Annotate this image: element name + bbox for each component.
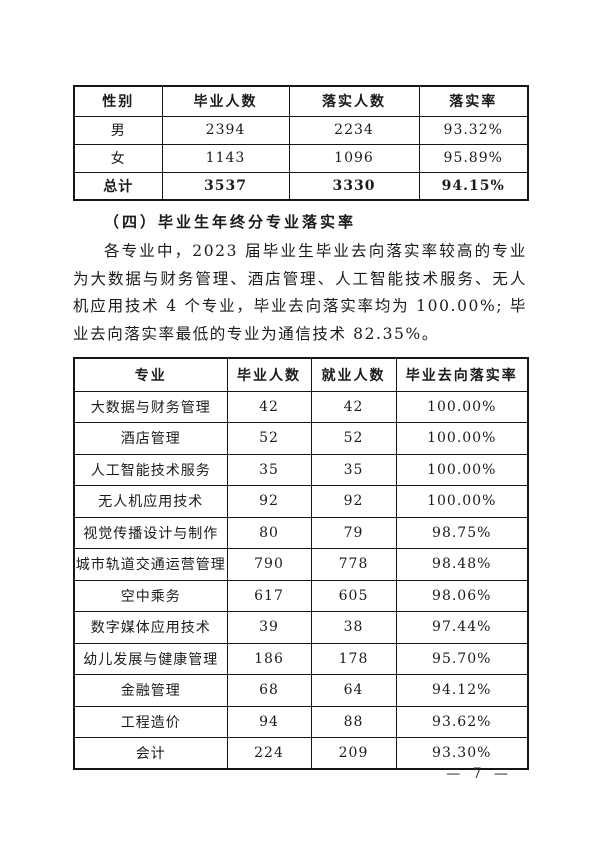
table-cell: 39 [226,611,312,644]
table-cell: 778 [310,548,397,581]
table-cell: 3330 [288,171,420,201]
column-header: 毕业去向落实率 [395,357,529,392]
table-cell: 35 [226,453,312,486]
column-header: 毕业人数 [161,85,290,117]
table-cell: 3537 [161,171,290,201]
table-row: 人工智能技术服务 35 35 100.00% [73,453,529,486]
table-cell: 64 [310,674,397,707]
table-cell: 94 [226,705,312,738]
table-cell: 视觉传播设计与制作 [73,516,228,549]
section-heading: （四）毕业生年终分专业落实率 [104,213,357,231]
table-cell: 95.89% [418,143,529,173]
table-cell: 97.44% [395,611,529,644]
table-cell: 35 [310,453,397,486]
table-cell: 80 [226,516,312,549]
table-cell: 100.00% [395,422,529,455]
body-paragraph: 各专业中，2023 届毕业生毕业去向落实率较高的专业为大数据与财务管理、酒店管理… [73,242,527,343]
table-row: 幼儿发展与健康管理 186 178 95.70% [73,642,529,675]
major-placement-table: 专业 毕业人数 就业人数 毕业去向落实率 大数据与财务管理 42 42 100.00%… [73,357,529,770]
table-row: 城市轨道交通运营管理 790 778 98.48% [73,548,529,581]
table-cell: 95.70% [395,642,529,675]
table-cell: 2394 [161,115,290,145]
table-cell: 数字媒体应用技术 [73,611,228,644]
page-content: 性别 毕业人数 落实人数 落实率 男 2394 2234 93.32% 女 1143 109… [73,85,529,770]
column-header: 落实率 [418,85,529,117]
table-cell: 178 [310,642,397,675]
table-row: 视觉传播设计与制作 80 79 98.75% [73,516,529,549]
table-cell: 人工智能技术服务 [73,453,228,486]
column-header: 专业 [73,357,228,392]
table-cell: 100.00% [395,390,529,423]
table-cell: 空中乘务 [73,579,228,612]
table-cell: 会计 [73,737,228,770]
table-row: 男 2394 2234 93.32% [73,115,529,145]
table-row: 酒店管理 52 52 100.00% [73,422,529,455]
table-cell: 工程造价 [73,705,228,738]
table-header-row: 性别 毕业人数 落实人数 落实率 [73,85,529,117]
table-cell: 68 [226,674,312,707]
table-cell: 93.30% [395,737,529,770]
table-row: 数字媒体应用技术 39 38 97.44% [73,611,529,644]
column-header: 就业人数 [310,357,397,392]
table-cell: 605 [310,579,397,612]
table-cell: 224 [226,737,312,770]
table-cell: 98.75% [395,516,529,549]
table-cell: 92 [226,485,312,518]
table-row: 大数据与财务管理 42 42 100.00% [73,390,529,423]
table-header-row: 专业 毕业人数 就业人数 毕业去向落实率 [73,357,529,392]
table-cell: 52 [226,422,312,455]
table-cell: 94.12% [395,674,529,707]
column-header: 毕业人数 [226,357,312,392]
table-cell: 186 [226,642,312,675]
table-row: 总计 3537 3330 94.15% [73,171,529,201]
table-cell: 酒店管理 [73,422,228,455]
table-cell: 93.62% [395,705,529,738]
page-number: — 7 — [446,766,512,782]
table-row: 会计 224 209 93.30% [73,737,529,770]
table-row: 女 1143 1096 95.89% [73,143,529,173]
table-cell: 1096 [288,143,420,173]
table-cell: 617 [226,579,312,612]
gender-placement-table: 性别 毕业人数 落实人数 落实率 男 2394 2234 93.32% 女 1143 109… [73,85,529,201]
table-cell: 男 [73,115,163,145]
table-cell: 大数据与财务管理 [73,390,228,423]
table-cell: 42 [310,390,397,423]
table-cell: 98.48% [395,548,529,581]
table-cell: 98.06% [395,579,529,612]
table-cell: 女 [73,143,163,173]
table-cell: 42 [226,390,312,423]
table-row: 金融管理 68 64 94.12% [73,674,529,707]
table-cell: 100.00% [395,453,529,486]
table-cell: 790 [226,548,312,581]
table-cell: 1143 [161,143,290,173]
column-header: 落实人数 [288,85,420,117]
table-cell: 79 [310,516,397,549]
table-cell: 38 [310,611,397,644]
table-cell: 94.15% [418,171,529,201]
table-row: 空中乘务 617 605 98.06% [73,579,529,612]
table-cell: 城市轨道交通运营管理 [73,548,228,581]
table-cell: 幼儿发展与健康管理 [73,642,228,675]
table-cell: 2234 [288,115,420,145]
table-cell: 92 [310,485,397,518]
table-row: 工程造价 94 88 93.62% [73,705,529,738]
table-cell: 无人机应用技术 [73,485,228,518]
table-cell: 209 [310,737,397,770]
table-cell: 52 [310,422,397,455]
column-header: 性别 [73,85,163,117]
table-cell: 总计 [73,171,163,201]
table-cell: 金融管理 [73,674,228,707]
table-cell: 88 [310,705,397,738]
table-cell: 100.00% [395,485,529,518]
table-cell: 93.32% [418,115,529,145]
table-row: 无人机应用技术 92 92 100.00% [73,485,529,518]
